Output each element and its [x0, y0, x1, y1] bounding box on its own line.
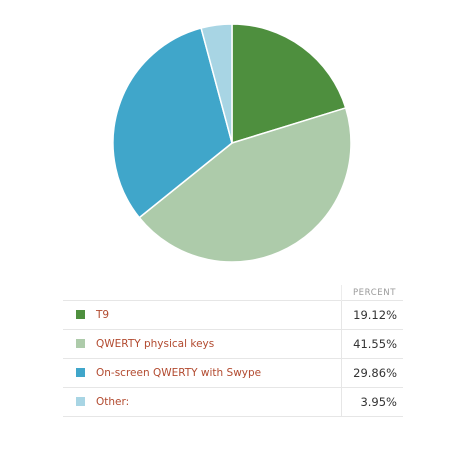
row-label: T9 [96, 309, 110, 321]
pie-slice-other [200, 23, 233, 144]
pie-chart [112, 23, 352, 263]
row-label-cell: Other: [63, 387, 342, 417]
table-row: On-screen QWERTY with Swype 29.86% [63, 358, 403, 388]
row-label: Other: [96, 396, 130, 408]
legend-swatch [76, 339, 85, 348]
pie-slice-qwerty-physical-keys [138, 107, 352, 263]
pie-slice-t9 [231, 23, 347, 144]
row-value: 29.86% [341, 358, 403, 388]
row-value: 3.95% [341, 387, 403, 417]
legend-swatch [76, 368, 85, 377]
table-header-row: PERCENT [63, 285, 403, 301]
row-label: QWERTY physical keys [96, 338, 215, 350]
row-label-cell: QWERTY physical keys [63, 329, 342, 359]
row-value: 41.55% [341, 329, 403, 359]
row-label-cell: On-screen QWERTY with Swype [63, 358, 342, 388]
table-row: QWERTY physical keys 41.55% [63, 329, 403, 359]
table-row: Other: 3.95% [63, 387, 403, 417]
row-label-cell: T9 [63, 300, 342, 330]
pie-slice-onscreen-qwerty-swype [112, 27, 233, 219]
legend-swatch [76, 310, 85, 319]
results-table: PERCENT T9 19.12% QWERTY physical keys 4… [63, 285, 403, 417]
legend-swatch [76, 397, 85, 406]
row-value: 19.12% [341, 300, 403, 330]
label-column-header [63, 285, 342, 301]
row-label: On-screen QWERTY with Swype [96, 367, 262, 379]
percent-column-header: PERCENT [341, 285, 403, 301]
table-row: T9 19.12% [63, 300, 403, 330]
